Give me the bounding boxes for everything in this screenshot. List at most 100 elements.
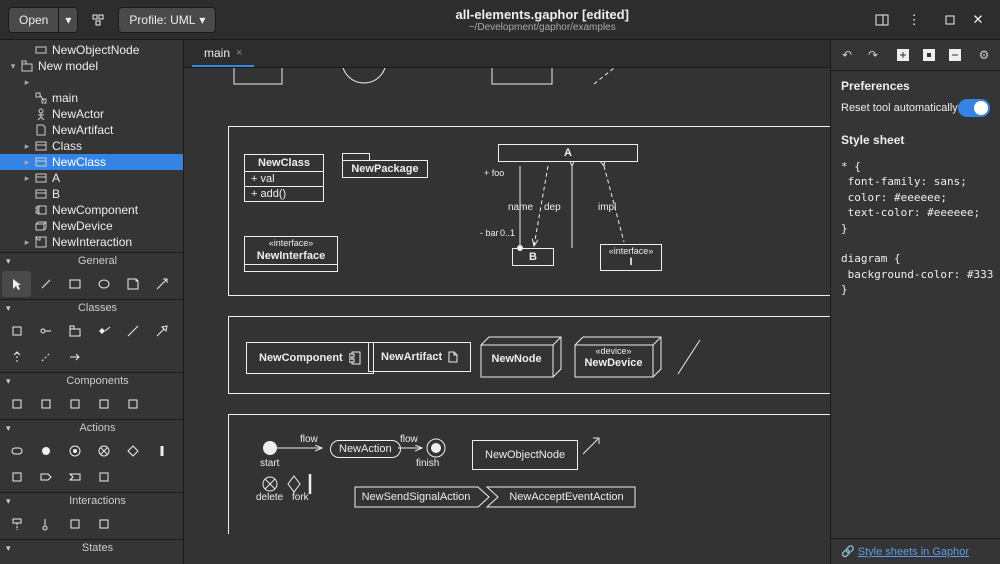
tree-item-b[interactable]: B: [0, 186, 183, 202]
tool-interface[interactable]: [31, 318, 60, 344]
label-fork: fork: [292, 492, 309, 503]
label-foo: + foo: [484, 168, 504, 178]
toolbox-section-classes[interactable]: ▾Classes: [0, 300, 183, 316]
tool-final[interactable]: [89, 438, 118, 464]
titlebar: Open ▾ Profile: UML ▾ all-elements.gapho…: [0, 0, 1000, 40]
toolbox-section-components[interactable]: ▾Components: [0, 373, 183, 389]
tab-close-icon[interactable]: ×: [236, 47, 242, 59]
tool-partition[interactable]: [89, 464, 118, 490]
tool-execution[interactable]: [89, 511, 118, 537]
tool-class[interactable]: [2, 318, 31, 344]
blank-icon: [34, 75, 48, 89]
label-mult: 0..1: [500, 228, 515, 238]
tree-item-newdevice[interactable]: NewDevice: [0, 218, 183, 234]
tree-item-newactor[interactable]: NewActor: [0, 106, 183, 122]
tool-import[interactable]: [60, 344, 89, 370]
tool-pointer[interactable]: [2, 271, 31, 297]
stylesheet-editor[interactable]: * { font-family: sans; color: #eeeeee; t…: [831, 155, 1000, 538]
tool-send[interactable]: [31, 464, 60, 490]
label-name: name: [508, 202, 533, 213]
tool-object-node[interactable]: [31, 438, 60, 464]
tree-item-class[interactable]: ▸Class: [0, 138, 183, 154]
tool-transition[interactable]: [118, 558, 147, 564]
tree-item-newclass[interactable]: ▸NewClass: [0, 154, 183, 170]
tool-package[interactable]: [60, 318, 89, 344]
tool-device[interactable]: [89, 391, 118, 417]
zoom-fit-button[interactable]: [917, 44, 941, 66]
new-diagram-button[interactable]: [84, 6, 112, 34]
tool-realization[interactable]: [31, 344, 60, 370]
tool-decision[interactable]: [118, 438, 147, 464]
tool-state[interactable]: [2, 558, 31, 564]
diagram-canvas[interactable]: NewClass + val + add() NewPackage A B «i…: [184, 68, 830, 564]
uml-newclass[interactable]: NewClass + val + add(): [244, 154, 324, 202]
tool-history[interactable]: H: [89, 558, 118, 564]
tool-dependency[interactable]: [2, 344, 31, 370]
style-docs-link[interactable]: Style sheets in Gaphor: [858, 546, 969, 558]
tree-item-newartifact[interactable]: NewArtifact: [0, 122, 183, 138]
open-dropdown[interactable]: ▾: [58, 7, 78, 33]
undo-button[interactable]: ↶: [835, 44, 859, 66]
tool-comment[interactable]: [118, 271, 147, 297]
tool-initial[interactable]: [60, 438, 89, 464]
uml-newobjectnode[interactable]: NewObjectNode: [472, 440, 578, 470]
zoom-in-button[interactable]: [891, 44, 915, 66]
tree-item-newobjectnode[interactable]: NewObjectNode: [0, 42, 183, 58]
tool-connector2[interactable]: [118, 391, 147, 417]
tree-item-newcomponent[interactable]: NewComponent: [0, 202, 183, 218]
maximize-button[interactable]: [936, 6, 964, 34]
package-icon: [20, 59, 34, 73]
tool-component[interactable]: [2, 391, 31, 417]
uml-sendsignal[interactable]: NewSendSignalAction: [354, 486, 490, 508]
redo-button[interactable]: ↷: [861, 44, 885, 66]
uml-acceptevent[interactable]: NewAcceptEventAction: [486, 486, 636, 508]
settings-button[interactable]: ⚙: [972, 44, 996, 66]
tree-item-newinteraction[interactable]: ▸NewInteraction: [0, 234, 183, 250]
tab-main[interactable]: main ×: [192, 41, 254, 67]
uml-newinterface[interactable]: «interface» NewInterface: [244, 236, 338, 272]
tool-final-s[interactable]: [60, 558, 89, 564]
uml-newcomponent[interactable]: NewComponent: [246, 342, 374, 374]
tree-item-relationships[interactable]: ▸: [0, 74, 183, 90]
tool-ellipse[interactable]: [89, 271, 118, 297]
uml-newaction[interactable]: NewAction: [330, 440, 401, 458]
tool-connector[interactable]: [147, 271, 176, 297]
tool-artifact[interactable]: [31, 391, 60, 417]
close-button[interactable]: ✕: [964, 6, 992, 34]
tool-accept[interactable]: [60, 464, 89, 490]
tool-message[interactable]: [31, 511, 60, 537]
toolbox-section-general[interactable]: ▾General: [0, 253, 183, 269]
tool-fork[interactable]: [147, 438, 176, 464]
reset-tool-switch[interactable]: [958, 99, 990, 117]
menu-button[interactable]: ⋮: [900, 6, 928, 34]
uml-newnode[interactable]: NewNode: [480, 336, 562, 378]
panel-toggle-button[interactable]: [868, 6, 896, 34]
toolbox-section-actions[interactable]: ▾Actions: [0, 420, 183, 436]
tool-line[interactable]: [31, 271, 60, 297]
uml-newpackage[interactable]: NewPackage: [342, 160, 428, 178]
tool-node[interactable]: [60, 391, 89, 417]
tree-item-main[interactable]: main: [0, 90, 183, 106]
tool-action[interactable]: [2, 438, 31, 464]
uml-newartifact[interactable]: NewArtifact: [368, 342, 471, 372]
right-toolbar: ↶ ↷ ⚙: [831, 40, 1000, 71]
profile-selector[interactable]: Profile: UML ▾: [118, 7, 216, 33]
uml-class-a[interactable]: A: [498, 144, 638, 162]
toolbox-section-interactions[interactable]: ▾Interactions: [0, 493, 183, 509]
class-icon: [34, 139, 48, 153]
tool-initial-s[interactable]: [31, 558, 60, 564]
zoom-out-button[interactable]: [943, 44, 967, 66]
class-icon: [34, 155, 48, 169]
tool-box[interactable]: [60, 271, 89, 297]
toolbox-section-states[interactable]: ▾States: [0, 540, 183, 556]
uml-newdevice[interactable]: «device» NewDevice: [574, 336, 662, 378]
tool-interaction[interactable]: [60, 511, 89, 537]
tool-lifeline[interactable]: [2, 511, 31, 537]
tool-association[interactable]: [118, 318, 147, 344]
tool-generalization[interactable]: [147, 318, 176, 344]
tool-composition[interactable]: [89, 318, 118, 344]
tree-item-newmodel[interactable]: ▾New model: [0, 58, 183, 74]
tree-item-a[interactable]: ▸A: [0, 170, 183, 186]
open-button[interactable]: Open: [8, 7, 58, 33]
tool-flow[interactable]: [2, 464, 31, 490]
